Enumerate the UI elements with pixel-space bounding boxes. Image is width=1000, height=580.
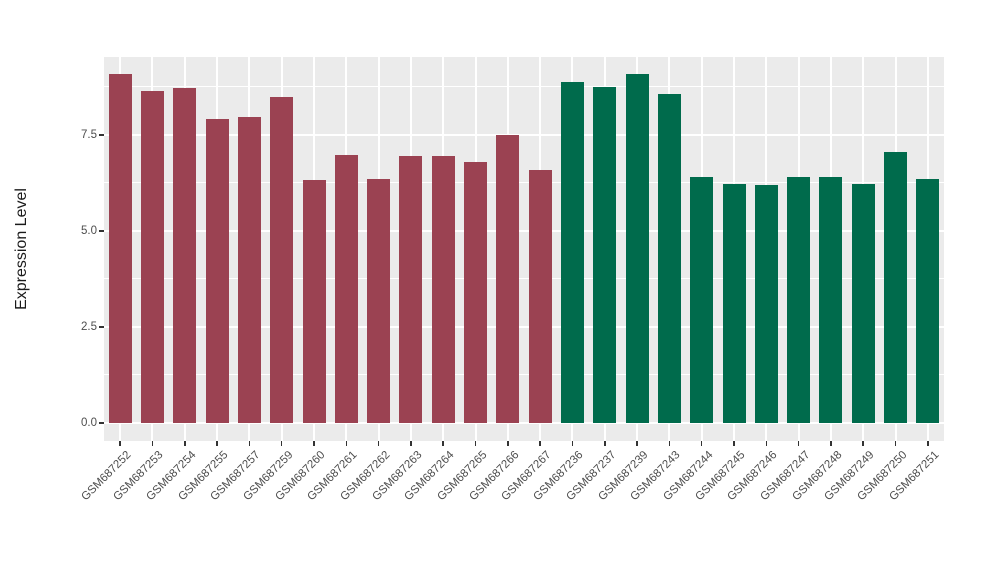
x-tick-mark <box>668 441 671 446</box>
bar-GSM687263 <box>399 156 423 423</box>
x-tick-mark <box>377 441 380 446</box>
bar-GSM687239 <box>625 74 649 423</box>
minor-gridline <box>104 278 944 280</box>
major-gridline <box>104 229 944 232</box>
bar-GSM687244 <box>690 176 714 423</box>
y-tick-label: 2.5 <box>81 320 97 333</box>
minor-gridline <box>104 182 944 184</box>
bar-GSM687262 <box>367 179 391 423</box>
bar-GSM687253 <box>140 91 164 423</box>
y-tick-label: 0.0 <box>81 416 97 429</box>
y-tick-mark <box>99 422 104 424</box>
x-tick-mark <box>636 441 638 446</box>
minor-gridline <box>104 374 944 376</box>
bar-GSM687255 <box>205 118 229 423</box>
bar-GSM687245 <box>722 183 746 423</box>
x-tick-mark <box>700 441 703 446</box>
bar-GSM687261 <box>334 154 358 423</box>
x-tick-mark <box>151 441 154 446</box>
bar-GSM687252 <box>108 73 132 423</box>
x-tick-mark <box>248 441 251 446</box>
major-gridline <box>104 133 944 136</box>
y-axis-title: Expression Level <box>13 188 30 310</box>
x-tick-mark <box>927 441 929 446</box>
x-tick-mark <box>571 441 574 446</box>
bar-GSM687267 <box>528 169 552 423</box>
bar-GSM687247 <box>787 176 811 423</box>
x-tick-mark <box>862 441 864 446</box>
x-tick-mark <box>474 441 477 446</box>
x-tick-mark <box>507 441 509 446</box>
bar-GSM687237 <box>593 86 617 423</box>
bar-GSM687265 <box>464 162 488 423</box>
major-gridline <box>104 421 944 424</box>
bar-GSM687236 <box>560 81 584 423</box>
y-tick-label: 7.5 <box>81 128 97 141</box>
bar-GSM687257 <box>237 116 261 423</box>
x-tick-mark <box>442 441 444 446</box>
bar-GSM687243 <box>657 94 681 423</box>
x-tick-mark <box>765 441 768 446</box>
bar-GSM687266 <box>496 134 520 423</box>
x-tick-mark <box>539 441 541 446</box>
x-tick-mark <box>313 441 315 446</box>
x-tick-mark <box>604 441 606 446</box>
y-tick-mark <box>99 326 104 328</box>
bar-GSM687259 <box>270 96 294 423</box>
x-tick-mark <box>184 441 186 446</box>
bar-GSM687264 <box>431 155 455 423</box>
bar-GSM687249 <box>851 183 875 423</box>
y-tick-label: 5.0 <box>81 224 97 237</box>
x-tick-mark <box>894 441 897 446</box>
minor-gridline <box>104 86 944 88</box>
x-tick-mark <box>733 441 735 446</box>
bar-GSM687250 <box>884 152 908 423</box>
x-tick-mark <box>280 441 283 446</box>
x-tick-mark <box>119 441 121 446</box>
y-tick-mark <box>99 230 104 232</box>
major-gridline <box>104 325 944 328</box>
x-tick-mark <box>216 441 218 446</box>
bar-GSM687254 <box>173 87 197 423</box>
y-tick-mark <box>99 134 104 136</box>
bar-GSM687251 <box>916 179 940 423</box>
x-tick-mark <box>345 441 348 446</box>
x-tick-mark <box>410 441 412 446</box>
plot-panel <box>104 57 944 441</box>
bar-GSM687248 <box>819 177 843 423</box>
bar-GSM687246 <box>754 185 778 423</box>
x-tick-mark <box>830 441 832 446</box>
x-tick-mark <box>797 441 800 446</box>
bar-GSM687260 <box>302 180 326 423</box>
